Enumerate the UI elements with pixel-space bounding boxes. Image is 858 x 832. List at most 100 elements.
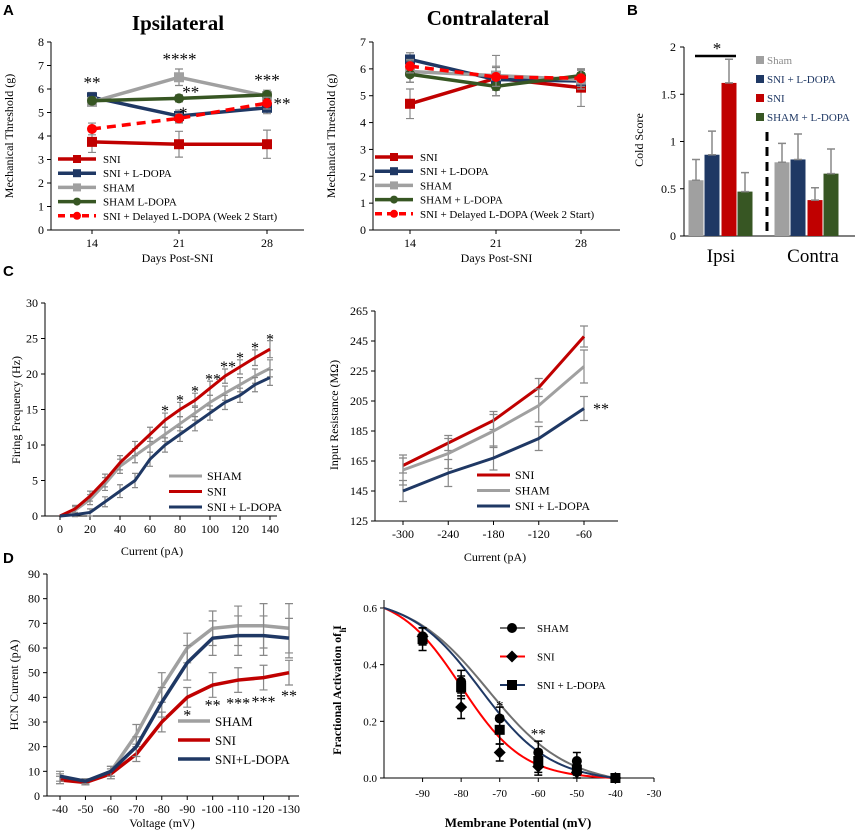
y-tick-label: 225 xyxy=(350,364,368,378)
y-axis-label: Fractional Activation of I xyxy=(330,625,344,755)
y-tick-label: 165 xyxy=(350,454,368,468)
y-tick-label: 0 xyxy=(360,223,366,237)
data-point xyxy=(405,61,415,72)
significance-marker: ** xyxy=(84,73,101,92)
bar-sni xyxy=(721,82,737,236)
legend-label: SNI + L-DOPA xyxy=(767,74,836,86)
x-tick-label: -60 xyxy=(531,788,546,800)
x-tick-label: 140 xyxy=(261,522,279,536)
error-bar xyxy=(285,659,293,686)
data-point xyxy=(610,773,621,783)
legend-marker xyxy=(73,169,81,178)
bar-sham_ldopa xyxy=(823,173,839,236)
y-axis-label-subscript: h xyxy=(338,627,348,632)
x-axis-label: Current (pA) xyxy=(464,550,526,564)
legend-marker xyxy=(73,211,81,220)
data-point xyxy=(174,113,184,124)
chart-title: Contralateral xyxy=(427,6,550,30)
y-tick-label: 185 xyxy=(350,424,368,438)
legend-label: SNI + L-DOPA xyxy=(207,500,282,514)
y-tick-label: 2 xyxy=(360,169,366,183)
y-tick-label: 5 xyxy=(32,474,38,488)
error-bar xyxy=(708,130,716,156)
x-axis-label: Current (pA) xyxy=(121,544,183,558)
series-line-sni_ldopa xyxy=(59,376,271,518)
significance-marker: * xyxy=(179,104,188,123)
legend-marker xyxy=(506,650,518,663)
y-tick-label: 1 xyxy=(670,135,676,149)
y-axis-label: Mechanical Threshold (g) xyxy=(2,74,16,198)
x-tick-label: -50 xyxy=(570,788,585,800)
group-label: Contra xyxy=(787,246,839,267)
legend-label: Sham xyxy=(767,55,793,67)
bar-sham xyxy=(774,162,790,236)
y-tick-label: 0.2 xyxy=(363,716,377,728)
x-tick-label: -60 xyxy=(576,527,592,541)
y-axis-label: Firing Frequency (Hz) xyxy=(9,356,23,464)
x-tick-label: -120 xyxy=(528,527,550,541)
significance-marker: **** xyxy=(163,49,197,68)
bar-sni_ldopa xyxy=(704,154,720,236)
group-label: Ipsi xyxy=(707,246,736,267)
x-tick-label: 14 xyxy=(404,236,416,250)
data-point xyxy=(174,139,184,150)
x-tick-label: 120 xyxy=(231,522,249,536)
legend-swatch xyxy=(756,94,764,102)
significance-marker: ** xyxy=(531,727,546,743)
x-tick-label: -40 xyxy=(52,802,68,816)
legend-label: SNI xyxy=(515,468,534,482)
legend-label: SHAM xyxy=(537,623,569,635)
significance-marker: *** xyxy=(254,71,280,90)
data-point xyxy=(493,746,506,759)
legend-marker xyxy=(390,153,398,161)
x-tick-label: -300 xyxy=(392,527,414,541)
y-tick-label: 1 xyxy=(38,200,44,214)
x-tick-label: 14 xyxy=(86,236,98,250)
y-tick-label: 0.0 xyxy=(363,773,377,785)
y-tick-label: 6 xyxy=(38,82,44,96)
x-tick-label: -80 xyxy=(454,788,469,800)
data-point xyxy=(87,123,97,134)
x-axis-label: Voltage (mV) xyxy=(129,816,194,830)
chart-contralateral-mechanical: 0 1 2 3 4 5 6 7 14 21 28 Contralateral Days Post-SNI… xyxy=(324,6,620,265)
legend-marker xyxy=(390,209,398,218)
legend-marker xyxy=(390,195,398,204)
y-tick-label: 25 xyxy=(26,332,38,346)
x-tick-label: -240 xyxy=(437,527,459,541)
y-tick-label: 6 xyxy=(360,62,366,76)
data-point xyxy=(491,71,501,82)
x-tick-label: -50 xyxy=(77,802,93,816)
legend-label: SNI xyxy=(420,152,438,164)
significance-marker: * xyxy=(191,383,199,400)
legend-label: SHAM L-DOPA xyxy=(103,197,177,209)
data-point xyxy=(533,756,544,766)
bar-sni xyxy=(807,200,823,236)
chart-title: Ipsilateral xyxy=(132,11,224,35)
legend-label: SHAM xyxy=(515,484,550,498)
x-tick-label: -100 xyxy=(202,802,224,816)
x-tick-label: -180 xyxy=(483,527,505,541)
y-tick-label: 20 xyxy=(26,367,38,381)
significance-marker: ** xyxy=(593,401,609,418)
legend-label: SHAM xyxy=(215,714,253,729)
legend-label: SHAM + L-DOPA xyxy=(767,112,850,124)
significance-marker: ** xyxy=(182,82,199,101)
legend-label: SNI + L-DOPA xyxy=(515,499,590,513)
significance-marker: *** xyxy=(226,695,250,712)
data-point xyxy=(494,724,505,735)
x-tick-label: -40 xyxy=(608,788,623,800)
y-tick-label: 0 xyxy=(34,789,40,803)
legend-label: SNI+L-DOPA xyxy=(215,752,290,767)
y-tick-label: 7 xyxy=(360,35,366,49)
x-tick-label: -90 xyxy=(415,788,430,800)
panel-label-b: B xyxy=(627,2,638,19)
significance-marker: ** xyxy=(205,698,221,715)
panel-label-d: D xyxy=(3,550,14,567)
x-tick-label: -110 xyxy=(227,802,249,816)
data-point xyxy=(571,764,582,775)
legend-label: SNI + L-DOPA xyxy=(420,166,489,178)
data-point xyxy=(87,95,97,106)
data-point xyxy=(87,136,97,147)
y-tick-label: 30 xyxy=(28,715,40,729)
x-tick-label: 40 xyxy=(114,522,126,536)
